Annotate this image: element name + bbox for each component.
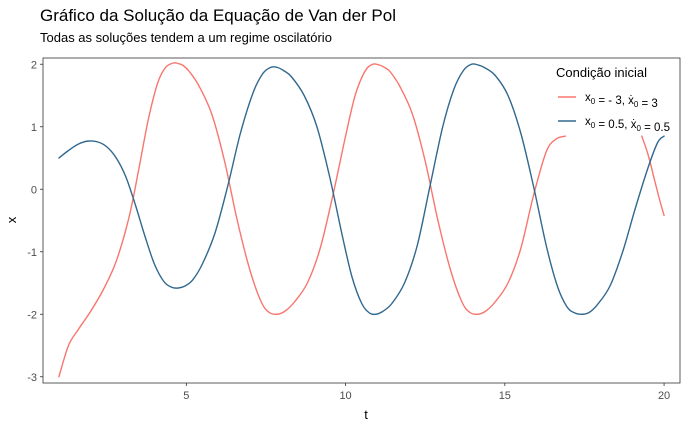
series-line-1 xyxy=(58,62,567,378)
chart-subtitle: Todas as soluções tendem a um regime osc… xyxy=(40,30,332,45)
chart-title: Gráfico da Solução da Equação de Van der… xyxy=(40,6,396,25)
y-tick-label: 0 xyxy=(31,184,37,196)
legend: Condição inicial x0 = - 3, ẋ0 = 3 x0 = 0.… xyxy=(556,65,670,134)
x-tick-label: 20 xyxy=(658,390,670,402)
y-tick-label: 2 xyxy=(31,59,37,71)
legend-label-1: x0 = - 3, ẋ0 = 3 xyxy=(585,92,658,110)
x-tick-label: 15 xyxy=(499,390,511,402)
x-tick-label: 10 xyxy=(339,390,351,402)
series-line-1 xyxy=(641,135,665,217)
y-tick-label: -2 xyxy=(27,309,37,321)
legend-title: Condição inicial xyxy=(556,65,647,80)
y-tick-label: 1 xyxy=(31,122,37,134)
plot-panel xyxy=(42,57,681,384)
y-axis: -3 -2 -1 0 1 2 xyxy=(27,59,43,384)
y-tick-label: -3 xyxy=(27,372,37,384)
series-line-2 xyxy=(58,63,665,316)
x-axis-title: t xyxy=(364,407,368,422)
series-lines xyxy=(58,62,665,378)
x-axis: 5 10 15 20 xyxy=(183,383,670,402)
x-tick-label: 5 xyxy=(183,390,189,402)
y-axis-title: x xyxy=(4,216,19,223)
y-tick-label: -1 xyxy=(27,247,37,259)
legend-label-2: x0 = 0.5, ẋ0 = 0.5 xyxy=(585,116,670,134)
